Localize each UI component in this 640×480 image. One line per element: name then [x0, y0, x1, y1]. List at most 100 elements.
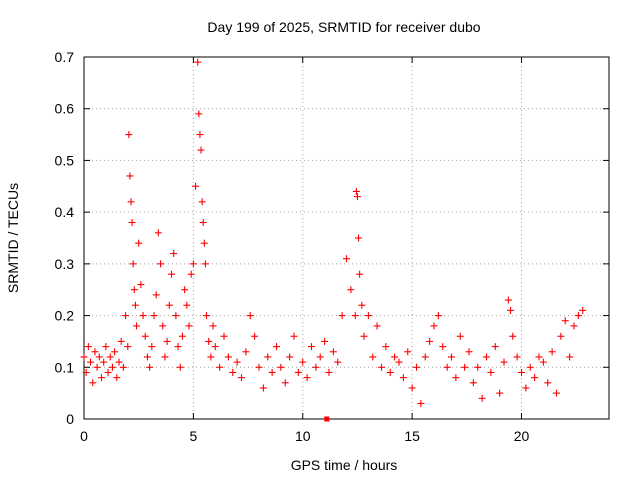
data-point — [176, 363, 184, 371]
data-point — [209, 322, 217, 330]
data-point — [159, 322, 167, 330]
data-point — [205, 337, 213, 345]
x-tick-label: 5 — [189, 428, 197, 444]
data-point — [168, 270, 175, 278]
plot-frame — [83, 56, 610, 420]
data-point — [413, 363, 420, 371]
data-point — [417, 399, 425, 407]
data-point — [507, 306, 515, 314]
data-point — [89, 379, 97, 387]
y-axis-label: SRMTID / TECUs — [5, 183, 21, 293]
data-point — [465, 348, 473, 356]
data-point — [544, 379, 552, 387]
data-point — [165, 301, 173, 309]
data-point — [496, 389, 504, 397]
data-point — [351, 312, 359, 320]
data-point — [207, 353, 215, 361]
data-point — [535, 353, 543, 361]
y-tick-label: 0.5 — [55, 152, 75, 168]
data-point — [553, 389, 560, 397]
data-point — [338, 312, 346, 320]
data-point — [192, 182, 200, 190]
data-point — [347, 286, 355, 294]
data-point — [286, 353, 294, 361]
data-point — [233, 358, 241, 366]
data-point — [474, 363, 482, 371]
data-point — [122, 312, 130, 320]
data-point — [259, 384, 267, 392]
data-point — [141, 332, 149, 340]
data-point — [430, 322, 438, 330]
data-point — [150, 312, 158, 320]
data-point — [108, 363, 116, 371]
data-point — [181, 286, 189, 294]
data-point — [448, 353, 455, 361]
data-point — [355, 234, 363, 242]
data-point — [395, 358, 403, 366]
data-point — [513, 353, 521, 361]
data-point — [201, 260, 209, 268]
data-point — [152, 291, 160, 299]
data-point — [277, 363, 285, 371]
data-point — [461, 363, 469, 371]
data-point — [216, 363, 224, 371]
data-point — [334, 358, 342, 366]
y-tick-label: 0.2 — [55, 308, 75, 324]
data-point — [404, 348, 412, 356]
data-point — [294, 368, 302, 376]
data-point — [378, 363, 385, 371]
data-point — [104, 368, 112, 376]
data-point — [352, 187, 360, 195]
data-point — [373, 322, 381, 330]
data-point — [325, 368, 333, 376]
data-point — [369, 353, 377, 361]
data-point — [426, 337, 434, 345]
data-point — [452, 374, 460, 382]
data-point — [255, 363, 263, 371]
data-point — [478, 394, 486, 402]
data-point — [439, 343, 447, 351]
data-point — [504, 296, 512, 304]
x-tick-label: 10 — [295, 428, 311, 444]
data-point — [353, 193, 361, 201]
y-tick-label: 0.4 — [55, 204, 75, 220]
data-point — [382, 343, 390, 351]
data-point — [487, 368, 495, 376]
data-point — [531, 374, 539, 382]
data-point — [281, 379, 289, 387]
data-point — [95, 353, 103, 361]
x-tick-label: 15 — [404, 428, 420, 444]
data-point — [386, 368, 394, 376]
data-point — [178, 332, 186, 340]
data-point — [80, 353, 88, 361]
data-point — [87, 358, 95, 366]
data-point — [161, 353, 169, 361]
data-points — [80, 58, 587, 422]
data-point — [574, 312, 582, 320]
data-point — [268, 368, 276, 376]
data-point — [273, 343, 280, 351]
data-point — [197, 146, 205, 154]
data-point — [131, 301, 139, 309]
data-point — [360, 332, 368, 340]
data-point — [299, 358, 307, 366]
data-point — [187, 270, 195, 278]
data-point — [561, 317, 569, 325]
data-point — [443, 363, 451, 371]
data-point — [316, 353, 324, 361]
data-point — [189, 260, 197, 268]
data-point — [129, 260, 137, 268]
data-point — [391, 353, 399, 361]
data-point — [434, 312, 442, 320]
y-tick-label: 0.7 — [55, 49, 75, 65]
data-point — [91, 348, 99, 356]
data-point — [119, 363, 127, 371]
x-axis-label: GPS time / hours — [291, 457, 398, 473]
data-point — [469, 379, 477, 387]
data-point — [200, 239, 208, 247]
data-point — [185, 322, 193, 330]
data-point — [518, 368, 525, 376]
data-point — [526, 363, 534, 371]
data-point — [238, 374, 245, 382]
data-point — [364, 312, 372, 320]
